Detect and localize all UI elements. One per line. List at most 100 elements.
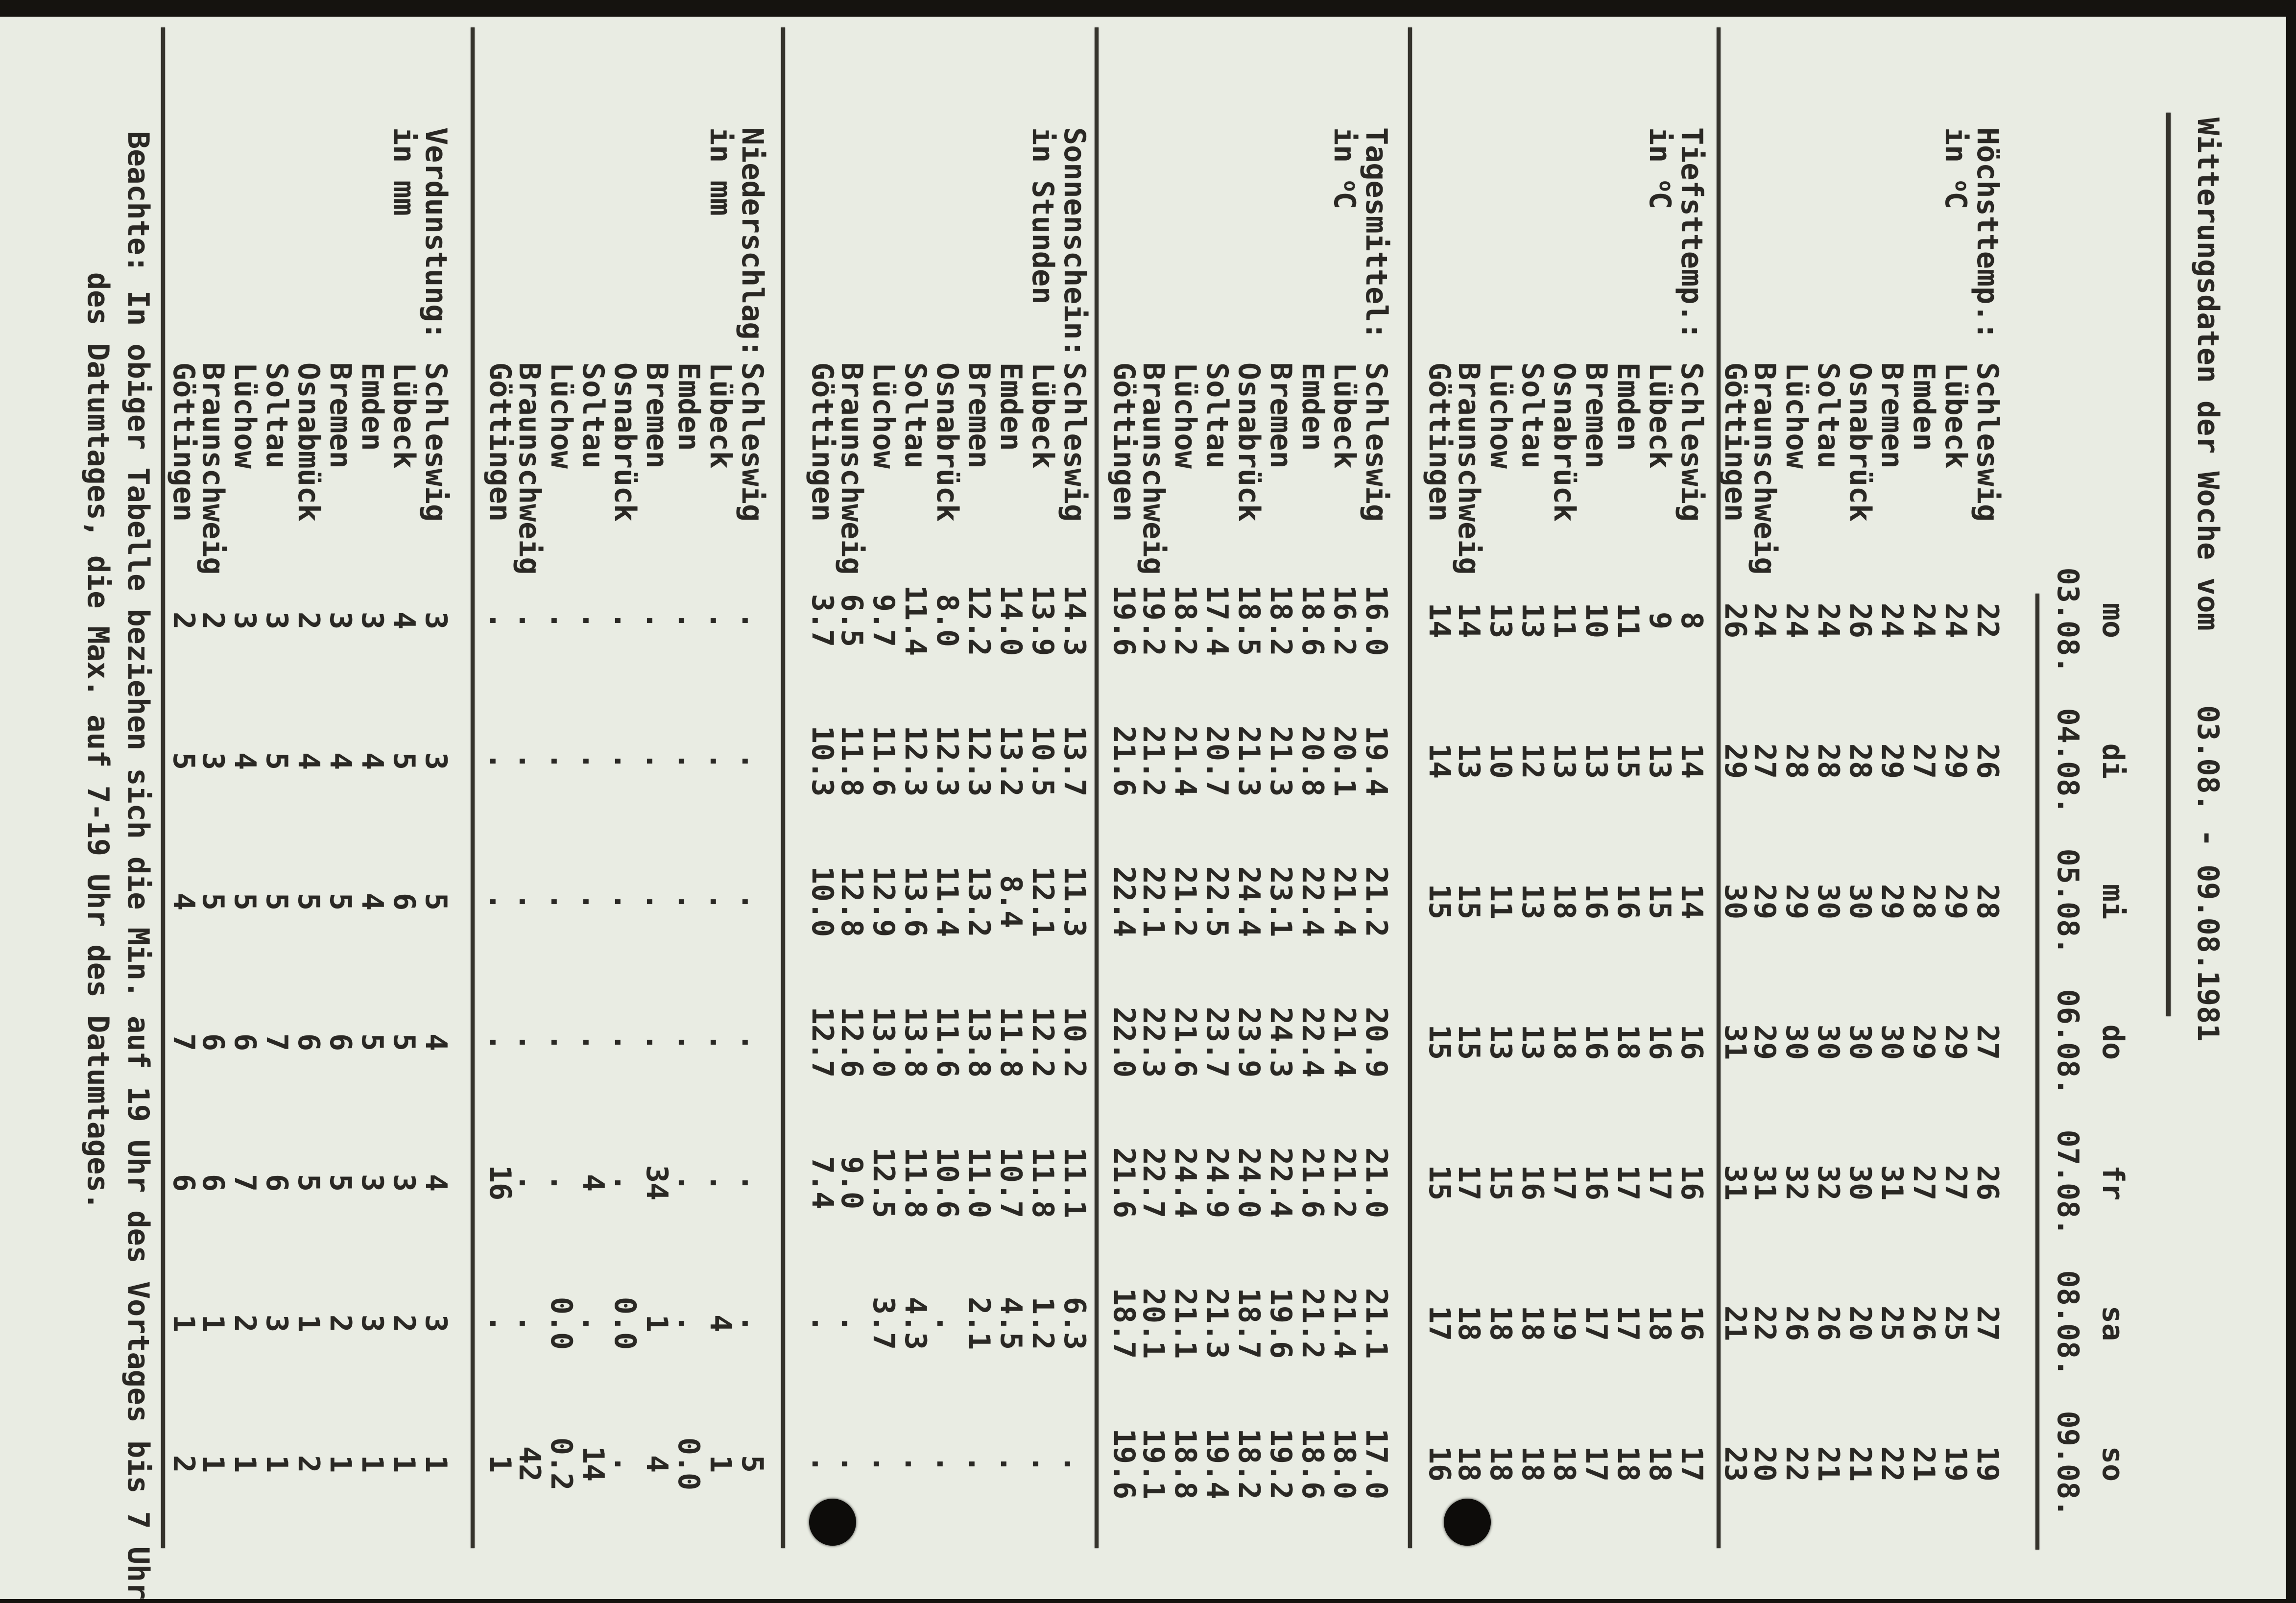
value-cell: 16 <box>1611 884 1645 920</box>
degree-superscript: o <box>1340 180 1362 192</box>
value-cell: 11 <box>1483 884 1518 920</box>
value-cell: 21.0 <box>1359 1147 1393 1219</box>
value-cell: . <box>608 611 642 630</box>
city-name: Emden <box>994 362 1028 451</box>
value-cell: 42 <box>512 1446 547 1482</box>
value-cell: . <box>512 1033 547 1052</box>
city-name: Emden <box>355 362 389 451</box>
value-cell: 24 <box>1875 602 1909 639</box>
table-row: in Stunden Lübeck 13.9 10.5 12.1 12.2 11.8 1.2. <box>1026 0 1060 1603</box>
value-cell: 15 <box>1422 1165 1457 1201</box>
value-cell: 29 <box>1718 743 1752 779</box>
value-cell: 29 <box>1938 743 1973 779</box>
value-cell: . <box>703 752 738 770</box>
value-cell: 30 <box>1843 1165 1877 1201</box>
value-cell: 14.0 <box>994 585 1028 656</box>
value-cell: . <box>735 611 769 630</box>
city-name: Lübeck <box>1026 362 1060 469</box>
value-cell: 1 <box>355 1455 389 1473</box>
value-cell: 2 <box>291 611 326 630</box>
value-cell: . <box>735 752 769 770</box>
value-cell: 3 <box>196 752 230 770</box>
value-cell: 4.5 <box>994 1296 1028 1350</box>
value-cell: 21.1 <box>1168 1288 1202 1359</box>
city-name: Schleswig <box>419 362 453 522</box>
value-cell: 13.8 <box>962 1006 996 1078</box>
value-cell: 15 <box>1452 884 1486 920</box>
value-cell: 20.1 <box>1327 725 1362 797</box>
value-cell: 22.1 <box>1136 866 1171 937</box>
value-cell: . <box>640 752 674 770</box>
value-cell: 18 <box>1643 1446 1677 1482</box>
block-unit: in Stunden <box>1026 127 1060 305</box>
value-cell: 26 <box>1970 1165 2005 1201</box>
table-row: Soltau 11.4 12.3 13.6 13.8 11.8 4.3. <box>898 0 933 1603</box>
value-cell: 13 <box>1483 1024 1518 1060</box>
value-cell: 1 <box>483 1455 517 1473</box>
table-row: in oC Lübeck 16.2 20.1 21.4 21.4 21.2 21.4 18.0 <box>1327 0 1362 1603</box>
value-cell: 20 <box>1843 1305 1877 1341</box>
table-row: Sonnenschein: Schleswig 14.3 13.7 11.3 10.2 11… <box>1057 0 1092 1603</box>
city-name: Schleswig <box>1057 362 1092 522</box>
city-name: Osnabrück <box>930 362 964 522</box>
value-cell: . <box>608 752 642 770</box>
value-cell: 28 <box>1779 743 1814 779</box>
value-cell: 12.2 <box>962 585 996 656</box>
table-row: in mm Lübeck..... 4 1 <box>703 0 738 1603</box>
value-cell: 2 <box>167 611 201 630</box>
city-name: Schleswig <box>1674 362 1709 522</box>
value-cell: 21 <box>1811 1446 1845 1482</box>
value-cell: 21.2 <box>1136 725 1171 797</box>
value-cell: 22.4 <box>1295 1006 1330 1078</box>
punch-hole <box>1444 1499 1491 1546</box>
city-name: Göttingen <box>167 362 201 522</box>
table-row: Göttingen 2 5 4 7 6 1 2 <box>167 0 201 1603</box>
value-cell: 32 <box>1811 1165 1845 1201</box>
value-cell: 14 <box>576 1446 610 1482</box>
value-cell: 6 <box>387 892 421 911</box>
value-cell: 2 <box>196 611 230 630</box>
table-row: Osnabmück 2 4 5 6 5 1 2 <box>291 0 326 1603</box>
table-row: Braunschweig 6.5 11.8 12.8 12.6 9.0.. <box>835 0 869 1603</box>
table-row: Bremen 3 4 5 6 5 2 1 <box>323 0 358 1603</box>
value-cell: 5 <box>260 892 294 911</box>
city-name: Göttingen <box>1107 362 1141 522</box>
city-name: Göttingen <box>805 362 839 522</box>
value-cell: 13 <box>1579 743 1613 779</box>
value-cell: 18.8 <box>1168 1428 1202 1500</box>
value-cell: 22.3 <box>1136 1006 1171 1078</box>
value-cell: 6 <box>228 1033 262 1052</box>
table-row: Lüchow 3 4 5 6 7 2 1 <box>228 0 262 1603</box>
value-cell: 13.7 <box>1057 725 1092 797</box>
city-name: Lüchow <box>1779 362 1814 469</box>
day-header-so: so <box>2096 1446 2130 1482</box>
value-cell: 22 <box>1970 602 2005 639</box>
value-cell: 22.5 <box>1200 866 1234 937</box>
day-header-di: di <box>2096 743 2130 779</box>
value-cell: 17 <box>1579 1305 1613 1341</box>
value-cell: 16 <box>1674 1305 1709 1341</box>
value-cell: 29 <box>1779 884 1814 920</box>
value-cell: 34 <box>640 1165 674 1201</box>
table-row: Bremen 10 13 16 16 16 17 17 <box>1579 0 1613 1603</box>
value-cell: 21.6 <box>1107 1147 1141 1219</box>
value-cell: 30 <box>1843 884 1877 920</box>
table-row: Göttingen 14 14 15 15 15 17 16 <box>1422 0 1457 1603</box>
city-name: Lübeck <box>703 362 738 469</box>
table-row: Osnabrück 8.0 12.3 11.4 11.6 10.6.. <box>930 0 964 1603</box>
footnote-line-2: des Datumtages, die Max. auf 7-19 Uhr de… <box>81 272 115 1210</box>
value-cell: 29 <box>1875 743 1909 779</box>
value-cell: 1 <box>387 1455 421 1473</box>
value-cell: 21.2 <box>1295 1288 1330 1359</box>
value-cell: 6 <box>291 1033 326 1052</box>
value-cell: 16 <box>1579 884 1613 920</box>
value-cell: 1 <box>640 1314 674 1333</box>
value-cell: . <box>512 611 547 630</box>
value-cell: 21.3 <box>1232 725 1266 797</box>
value-cell: 22.4 <box>1107 866 1141 937</box>
value-cell: 2 <box>387 1314 421 1333</box>
day-header-fr: fr <box>2096 1165 2130 1201</box>
city-name: Bremen <box>323 362 358 469</box>
